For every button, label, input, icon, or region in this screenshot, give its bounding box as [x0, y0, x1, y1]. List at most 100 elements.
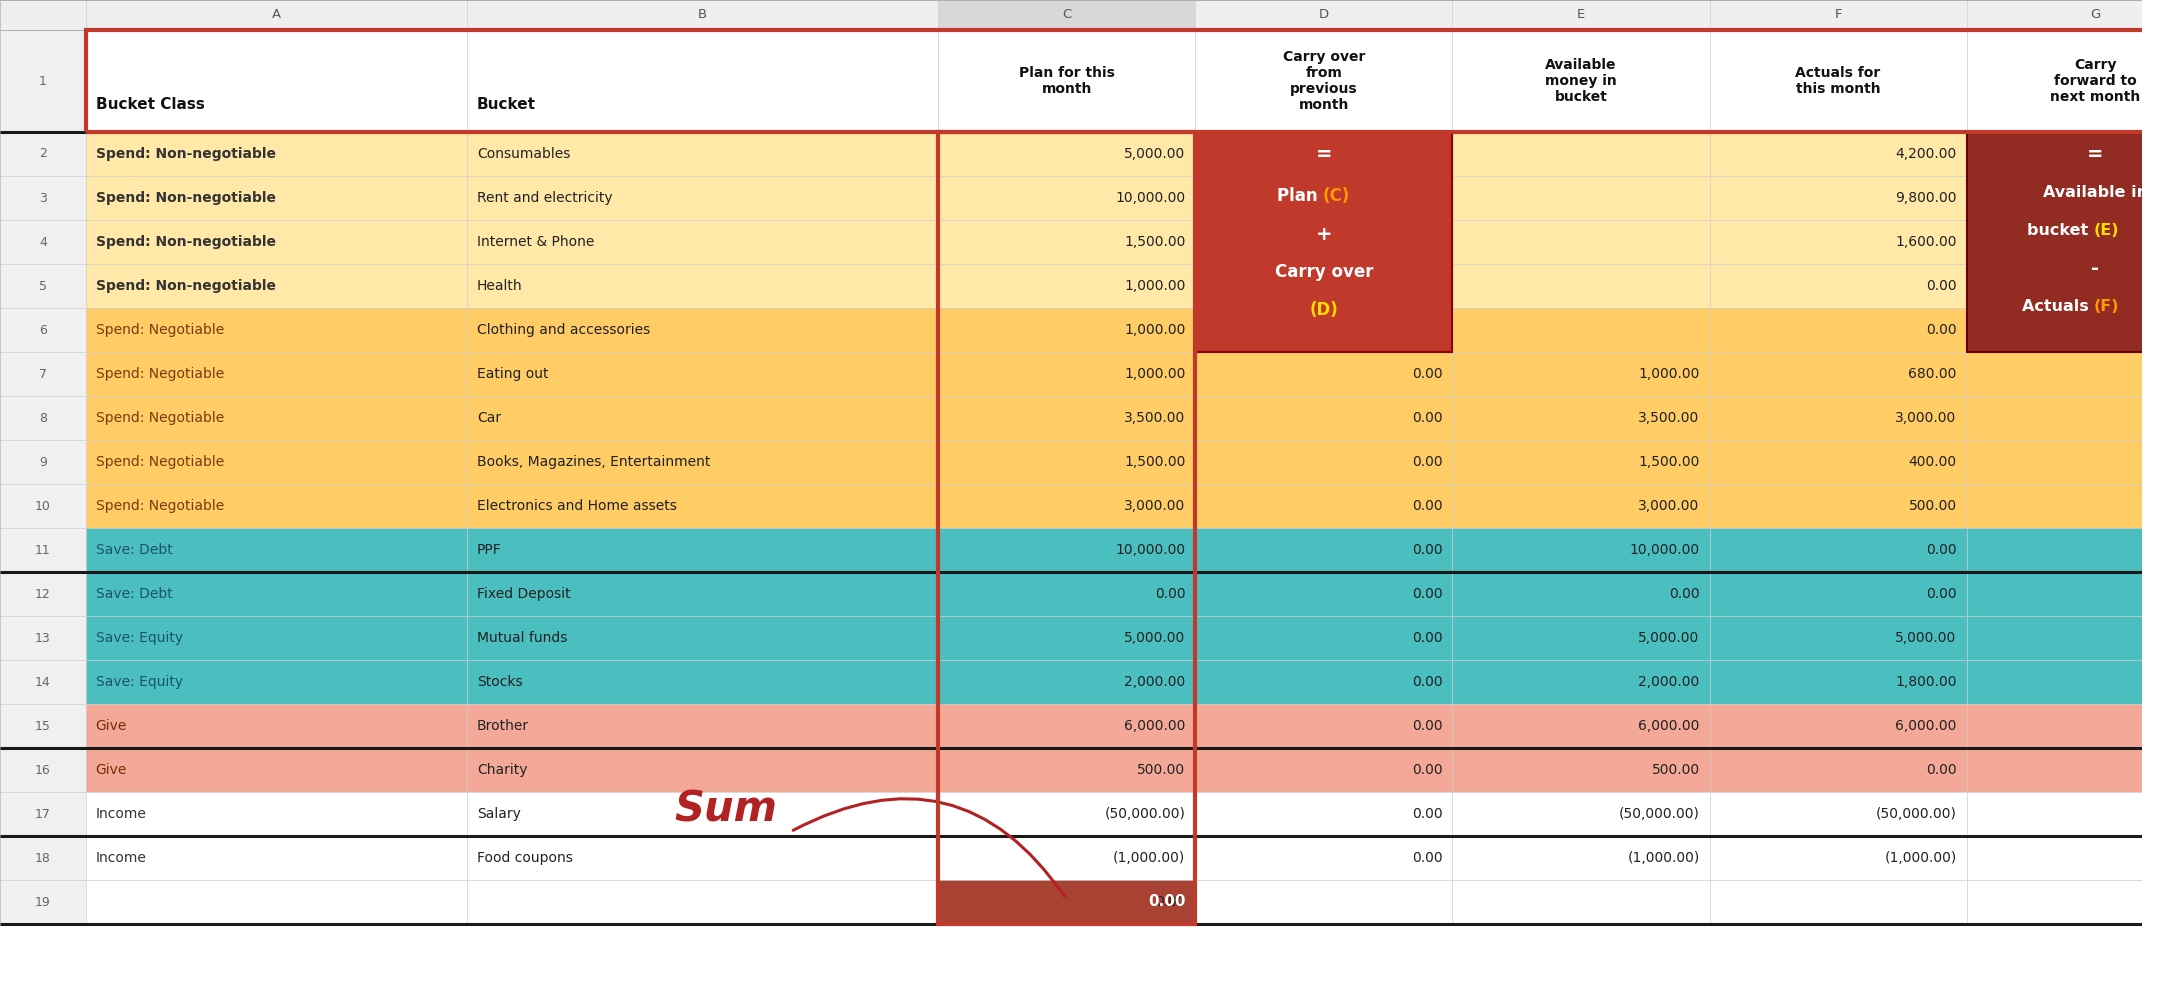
Bar — [466, 220, 939, 264]
Text: 0.00: 0.00 — [1411, 807, 1442, 821]
Bar — [86, 748, 466, 792]
Text: 1,100.00: 1,100.00 — [2152, 455, 2158, 469]
Bar — [1709, 484, 1966, 528]
Text: 0.00: 0.00 — [1411, 499, 1442, 513]
Bar — [1709, 528, 1966, 572]
Bar — [86, 528, 466, 572]
Text: 0.00: 0.00 — [1411, 675, 1442, 689]
Text: Stocks: Stocks — [477, 675, 522, 689]
Text: 0.00: 0.00 — [1411, 851, 1442, 865]
Bar — [939, 704, 1196, 748]
Text: 13: 13 — [35, 632, 52, 645]
Text: (1,000.00): (1,000.00) — [1114, 851, 1185, 865]
Text: 11: 11 — [35, 543, 52, 557]
Bar — [939, 308, 1196, 352]
Bar — [466, 352, 939, 396]
Bar — [1196, 792, 1452, 836]
Bar — [466, 704, 939, 748]
Text: (1,000.00): (1,000.00) — [1884, 851, 1957, 865]
Text: Carry over: Carry over — [1275, 263, 1372, 281]
Bar — [1196, 704, 1452, 748]
Text: 0.00: 0.00 — [1927, 323, 1957, 337]
Bar — [1709, 132, 1966, 176]
Text: (D): (D) — [1310, 301, 1338, 319]
Text: 500.00: 500.00 — [1651, 763, 1701, 777]
Text: 3,000.00: 3,000.00 — [1124, 499, 1185, 513]
Bar — [939, 660, 1196, 704]
Bar — [86, 176, 466, 220]
Text: 0.00: 0.00 — [1411, 455, 1442, 469]
Bar — [86, 792, 466, 836]
Bar — [466, 880, 939, 924]
Text: 10,000.00: 10,000.00 — [1629, 543, 1701, 557]
Text: 3,000.00: 3,000.00 — [1638, 499, 1701, 513]
Text: Save: Debt: Save: Debt — [95, 587, 173, 601]
Text: (E): (E) — [2093, 222, 2119, 237]
Text: 0.00: 0.00 — [1411, 719, 1442, 733]
Bar — [1452, 308, 1709, 352]
Bar — [86, 396, 466, 440]
Bar — [86, 30, 2158, 132]
Text: 12: 12 — [35, 587, 52, 600]
Text: Spend: Non-negotiable: Spend: Non-negotiable — [95, 279, 276, 293]
Text: =: = — [2087, 145, 2104, 163]
Text: 17: 17 — [35, 808, 52, 821]
Bar — [0, 704, 86, 748]
Bar — [0, 528, 86, 572]
Text: 2,500.00: 2,500.00 — [2152, 499, 2158, 513]
Text: (F): (F) — [2093, 298, 2119, 314]
Text: Spend: Non-negotiable: Spend: Non-negotiable — [95, 147, 276, 161]
Bar — [1452, 220, 1709, 264]
Text: +: + — [1316, 224, 1331, 243]
Bar — [0, 352, 86, 396]
Text: Bucket: Bucket — [477, 97, 535, 112]
Text: 0.00: 0.00 — [1927, 587, 1957, 601]
Bar — [466, 748, 939, 792]
Text: 3,500.00: 3,500.00 — [1124, 411, 1185, 425]
Text: -: - — [2091, 259, 2100, 277]
Text: 3: 3 — [39, 192, 47, 205]
Bar — [939, 264, 1196, 308]
Text: 5,000.00: 5,000.00 — [1895, 631, 1957, 645]
Text: Clothing and accessories: Clothing and accessories — [477, 323, 650, 337]
Bar — [1452, 704, 1709, 748]
FancyArrowPatch shape — [794, 799, 1064, 896]
Text: 2: 2 — [39, 148, 47, 160]
Bar — [86, 616, 466, 660]
Bar — [939, 836, 1196, 880]
Text: 0.00: 0.00 — [1927, 543, 1957, 557]
Bar — [1452, 616, 1709, 660]
Text: Save: Equity: Save: Equity — [95, 675, 183, 689]
Bar — [1196, 660, 1452, 704]
Bar — [1709, 176, 1966, 220]
Bar — [1452, 264, 1709, 308]
Bar — [86, 264, 466, 308]
Bar — [466, 264, 939, 308]
Bar — [1196, 352, 1452, 396]
Text: Give: Give — [95, 763, 127, 777]
Bar — [466, 792, 939, 836]
Text: 10,000.00: 10,000.00 — [1116, 543, 1185, 557]
Bar — [1196, 264, 1452, 308]
Text: (C): (C) — [1323, 187, 1351, 205]
Bar — [1709, 660, 1966, 704]
Text: Salary: Salary — [477, 807, 520, 821]
Text: 0.00: 0.00 — [1411, 763, 1442, 777]
Text: 0.00: 0.00 — [1411, 279, 1442, 293]
Text: 6,000.00: 6,000.00 — [1124, 719, 1185, 733]
Bar — [939, 396, 1196, 440]
Text: B: B — [697, 9, 708, 22]
Bar — [86, 440, 466, 484]
Bar — [1966, 484, 2158, 528]
Bar — [0, 132, 86, 176]
Text: 1,000.00: 1,000.00 — [1124, 279, 1185, 293]
Bar — [466, 132, 939, 176]
Bar — [1709, 572, 1966, 616]
Text: Mutual funds: Mutual funds — [477, 631, 568, 645]
Text: 16: 16 — [35, 764, 52, 776]
Bar — [0, 264, 86, 308]
Text: 500.00: 500.00 — [1137, 763, 1185, 777]
Bar — [1966, 0, 2158, 30]
Bar — [466, 484, 939, 528]
Text: 0.00: 0.00 — [1411, 543, 1442, 557]
